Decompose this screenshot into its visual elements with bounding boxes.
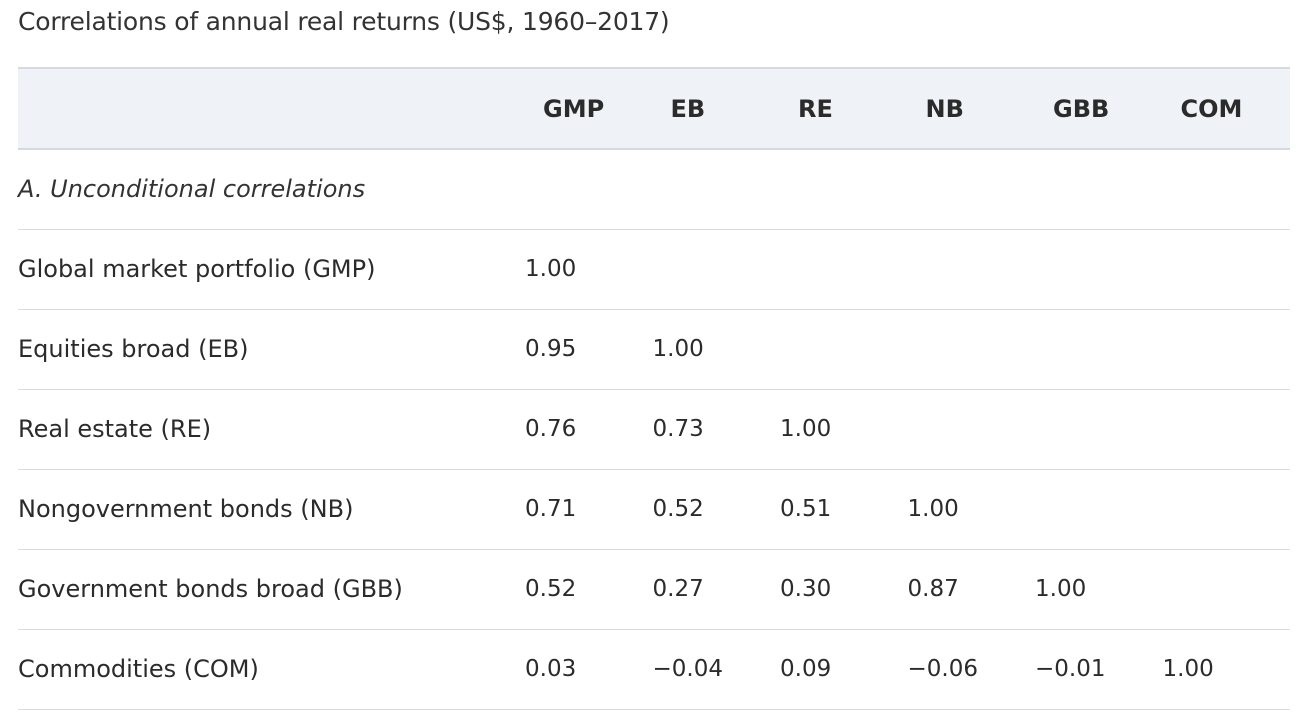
correlation-table: GMP EB RE NB GBB COM A. Unconditional co…: [18, 67, 1290, 710]
cell-value: 1.00: [907, 496, 959, 522]
row-label: Equities broad (EB): [18, 335, 249, 363]
cell-value: [1035, 469, 1163, 549]
header-corner-cell: [18, 68, 525, 149]
cell-value: [1035, 229, 1163, 309]
section-label: A. Unconditional correlations: [18, 175, 366, 204]
row-label: Government bonds broad (GBB): [18, 575, 403, 603]
column-header-gbb: GBB: [1053, 94, 1110, 123]
cell-value: 0.30: [780, 576, 832, 602]
table-body: A. Unconditional correlations Global mar…: [18, 149, 1290, 709]
table-row: Nongovernment bonds (NB) 0.71 0.52 0.51 …: [18, 469, 1290, 549]
cell-value: [1035, 389, 1163, 469]
cell-value: 1.00: [1035, 576, 1087, 602]
cell-value: 1.00: [525, 256, 577, 282]
table-row: Commodities (COM) 0.03 −0.04 0.09 −0.06 …: [18, 629, 1290, 709]
cell-value: 0.52: [525, 576, 577, 602]
cell-value: [1163, 389, 1291, 469]
cell-value: [908, 309, 1036, 389]
cell-value: 0.27: [652, 576, 704, 602]
cell-value: [780, 309, 908, 389]
cell-value: 0.76: [525, 416, 577, 442]
table-row: Government bonds broad (GBB) 0.52 0.27 0…: [18, 549, 1290, 629]
cell-value: 0.52: [652, 496, 704, 522]
table-row: Global market portfolio (GMP) 1.00: [18, 229, 1290, 309]
row-label: Real estate (RE): [18, 415, 212, 443]
cell-value: [653, 229, 781, 309]
row-label: Nongovernment bonds (NB): [18, 495, 354, 523]
cell-value: 0.71: [525, 496, 577, 522]
cell-value: [908, 389, 1036, 469]
column-header-com: COM: [1180, 94, 1243, 123]
cell-value: 1.00: [652, 336, 704, 362]
table-caption: Correlations of annual real returns (US$…: [18, 7, 670, 36]
cell-value: 1.00: [1162, 656, 1214, 682]
row-label: Global market portfolio (GMP): [18, 255, 376, 283]
cell-value: [780, 229, 908, 309]
cell-value: [908, 229, 1036, 309]
cell-value: 1.00: [780, 416, 832, 442]
cell-value: 0.09: [780, 656, 832, 682]
cell-value: 0.95: [525, 336, 577, 362]
column-header-gmp: GMP: [543, 94, 605, 123]
cell-value: [1163, 469, 1291, 549]
column-header-re: RE: [798, 94, 833, 123]
cell-value: [1035, 309, 1163, 389]
row-label: Commodities (COM): [18, 655, 259, 683]
header-row: GMP EB RE NB GBB COM: [18, 68, 1290, 149]
cell-value: 0.87: [907, 576, 959, 602]
cell-value: −0.01: [1035, 656, 1106, 682]
column-header-eb: EB: [670, 94, 706, 123]
cell-value: 0.73: [652, 416, 704, 442]
cell-value: −0.06: [907, 656, 978, 682]
table-row: Equities broad (EB) 0.95 1.00: [18, 309, 1290, 389]
table-row: Real estate (RE) 0.76 0.73 1.00: [18, 389, 1290, 469]
cell-value: −0.04: [652, 656, 723, 682]
table-header: GMP EB RE NB GBB COM: [18, 68, 1290, 149]
cell-value: [1163, 309, 1291, 389]
cell-value: [1163, 549, 1291, 629]
section-row: A. Unconditional correlations: [18, 149, 1290, 229]
cell-value: [1163, 229, 1291, 309]
cell-value: 0.03: [525, 656, 577, 682]
cell-value: 0.51: [780, 496, 832, 522]
column-header-nb: NB: [925, 94, 964, 123]
